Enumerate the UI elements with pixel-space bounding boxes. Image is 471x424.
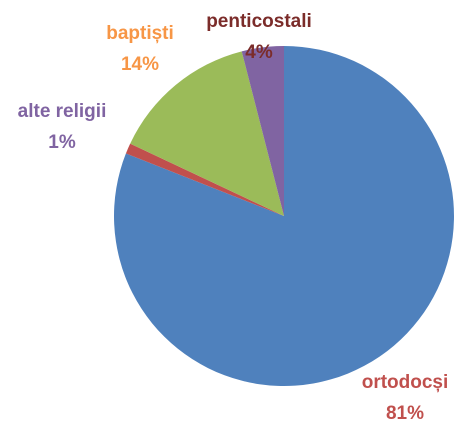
slice-label: ortodocși <box>362 372 449 393</box>
slice-value-label: 81% <box>386 403 424 424</box>
slice-value-label: 4% <box>245 42 273 63</box>
slice-value-label: 1% <box>48 132 76 153</box>
slice-label: penticostali <box>206 11 312 32</box>
slice-value-label: 14% <box>121 54 159 75</box>
slice-label: baptiști <box>106 23 174 44</box>
pie-slice <box>130 51 284 216</box>
pie-slice <box>241 46 284 216</box>
pie-slice <box>125 143 285 216</box>
slice-label: alte religii <box>18 101 107 122</box>
pie-slice <box>113 46 454 387</box>
